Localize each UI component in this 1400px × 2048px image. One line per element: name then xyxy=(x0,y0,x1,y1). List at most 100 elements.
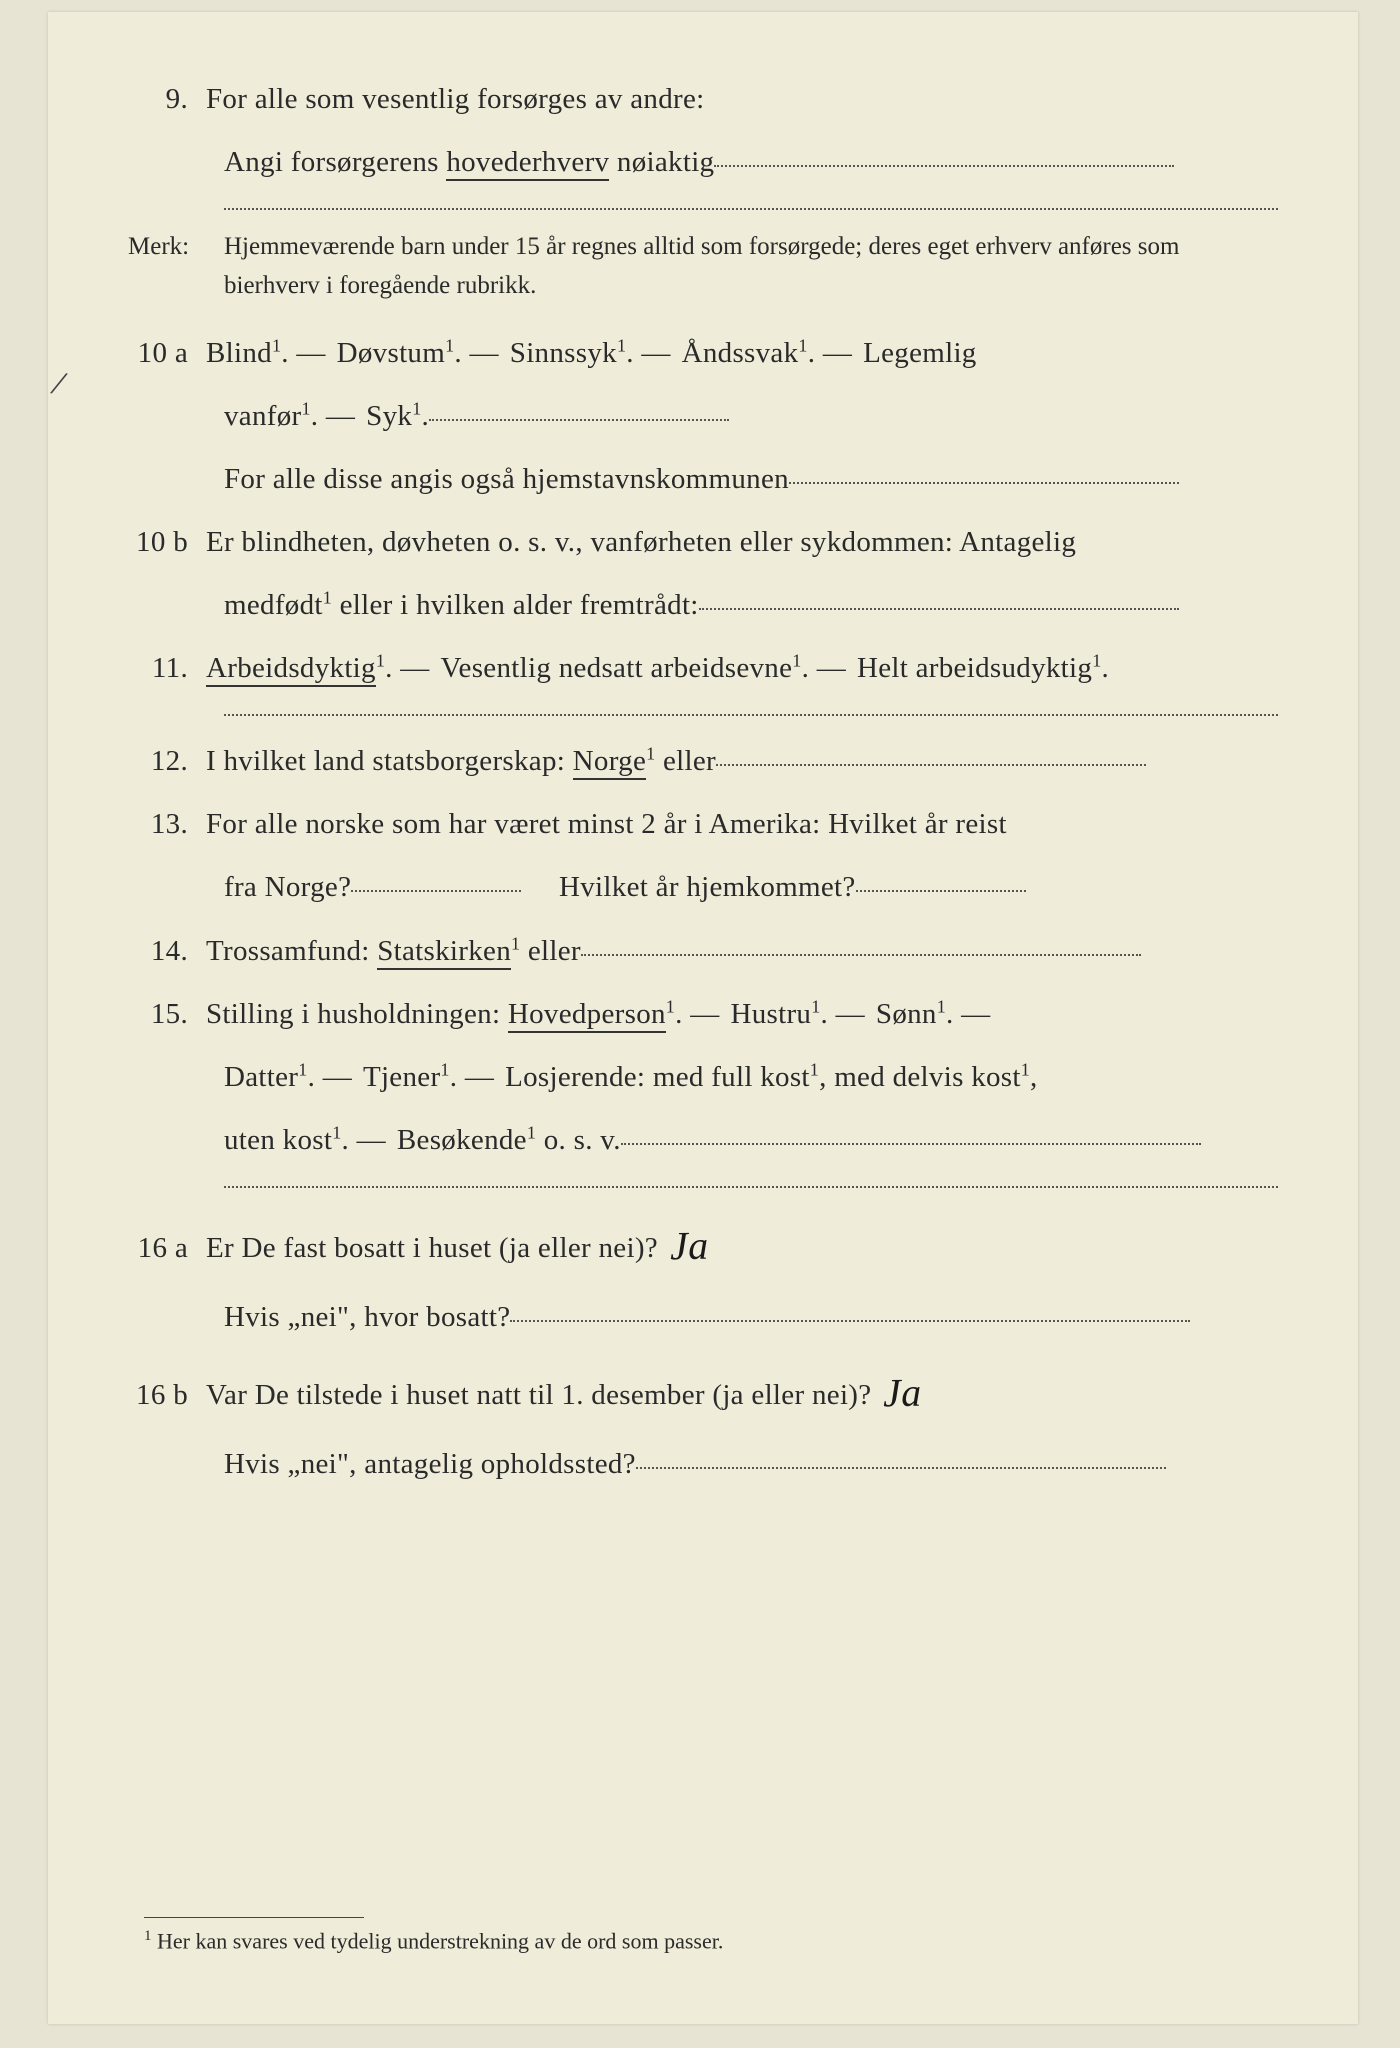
q13-line2: fra Norge? Hvilket år hjemkommet? xyxy=(224,860,1278,915)
sup: 1 xyxy=(798,335,807,355)
sup: 1 xyxy=(527,1122,536,1142)
q15-tail: o. s. v. xyxy=(536,1124,621,1156)
q10b-line1: Er blindheten, døvheten o. s. v., vanfør… xyxy=(206,515,1278,570)
q15-uten: uten kost xyxy=(224,1124,332,1156)
period: . xyxy=(342,1124,350,1156)
q13-line1: For alle norske som har været minst 2 år… xyxy=(206,797,1278,852)
q12-number: 12. xyxy=(128,734,206,789)
period: . xyxy=(946,998,954,1030)
question-13: 13. For alle norske som har været minst … xyxy=(128,797,1278,852)
sup: 1 xyxy=(1021,1059,1030,1079)
q12-c: eller xyxy=(655,745,716,777)
q12-norge: Norge xyxy=(573,745,646,780)
q10b-number: 10 b xyxy=(128,515,206,570)
q10b-medfodt: medfødt xyxy=(224,589,323,621)
q9-number: 9. xyxy=(128,72,206,127)
dash: — xyxy=(836,998,876,1030)
opt-legemlig: Legemlig xyxy=(863,337,977,369)
dash: — xyxy=(296,337,336,369)
blank-line xyxy=(636,1467,1166,1469)
sup: 1 xyxy=(376,651,385,671)
dash: — xyxy=(823,337,863,369)
blank-line xyxy=(429,419,729,421)
question-14: 14. Trossamfund: Statskirken1 eller xyxy=(128,924,1278,979)
blank-line xyxy=(856,890,1026,892)
period: . xyxy=(311,400,319,432)
dash: — xyxy=(470,337,510,369)
period: . xyxy=(308,1061,316,1093)
q16a-answer: Ja xyxy=(665,1208,713,1285)
period: . xyxy=(675,998,683,1030)
q15-hustru: Hustru xyxy=(730,998,811,1030)
footnote-text: Her kan svares ved tydelig understreknin… xyxy=(152,1928,724,1953)
q10b-rest: eller i hvilken alder fremtrådt: xyxy=(332,589,699,621)
document-page: / 9. For alle som vesentlig forsørges av… xyxy=(48,12,1358,2024)
q15-tjener: Tjener xyxy=(363,1061,440,1093)
q10a-number: 10 a xyxy=(128,326,206,381)
sup: 1 xyxy=(272,335,281,355)
sup: 1 xyxy=(617,335,626,355)
q9-text-c: nøiaktig xyxy=(609,146,714,178)
sup: 1 xyxy=(445,335,454,355)
q9-line1: For alle som vesentlig forsørges av andr… xyxy=(206,72,1278,127)
question-9: 9. For alle som vesentlig forsørges av a… xyxy=(128,72,1278,127)
dash: — xyxy=(323,1061,363,1093)
blank-line xyxy=(621,1143,1201,1145)
question-10a: 10 a Blind1. — Døvstum1. — Sinnssyk1. — … xyxy=(128,326,1278,381)
period: . xyxy=(821,998,829,1030)
sup: 1 xyxy=(323,587,332,607)
sup: 1 xyxy=(792,651,801,671)
dash: — xyxy=(465,1061,505,1093)
q15-sonn: Sønn xyxy=(876,998,937,1030)
comma: , xyxy=(1030,1061,1038,1093)
sup: 1 xyxy=(811,996,820,1016)
sup: 1 xyxy=(511,933,520,953)
q15-line1: Stilling i husholdningen: Hovedperson1. … xyxy=(206,987,1278,1042)
comma: , xyxy=(819,1061,834,1093)
footnote-rule xyxy=(144,1917,364,1918)
q9-text-a: Angi forsørgerens xyxy=(224,146,446,178)
blank-line xyxy=(789,482,1179,484)
period: . xyxy=(281,337,289,369)
q14-text: Trossamfund: Statskirken1 eller xyxy=(206,924,1278,979)
q15-hoved: Hovedperson xyxy=(508,998,666,1033)
merk-label: Merk: xyxy=(128,228,224,306)
dash: — xyxy=(641,337,681,369)
q15-losj: Losjerende: xyxy=(505,1061,653,1093)
rule xyxy=(224,714,1278,716)
q16b-number: 16 b xyxy=(128,1368,206,1423)
dash: — xyxy=(357,1124,397,1156)
q12-text: I hvilket land statsborgerskap: Norge1 e… xyxy=(206,734,1278,789)
question-12: 12. I hvilket land statsborgerskap: Norg… xyxy=(128,734,1278,789)
blank-line xyxy=(510,1320,1190,1322)
period: . xyxy=(385,652,393,684)
dash: — xyxy=(690,998,730,1030)
q15-delvis: med delvis kost xyxy=(834,1061,1021,1093)
q15-besok: Besøkende xyxy=(397,1124,527,1156)
q11-a: Arbeidsdyktig xyxy=(206,652,376,687)
q16a-number: 16 a xyxy=(128,1221,206,1276)
q11-b: Vesentlig nedsatt arbeidsevne xyxy=(441,652,793,684)
q10a-opts: Blind1. — Døvstum1. — Sinnssyk1. — Åndss… xyxy=(206,326,1278,381)
q16a-line1: Er De fast bosatt i huset (ja eller nei)… xyxy=(206,1206,1278,1282)
footnote: 1 Her kan svares ved tydelig understrekn… xyxy=(144,1917,1278,1954)
question-11: 11. Arbeidsdyktig1. — Vesentlig nedsatt … xyxy=(128,641,1278,696)
blank-line xyxy=(716,764,1146,766)
q10a-line3-text: For alle disse angis også hjemstavnskomm… xyxy=(224,463,789,495)
opt-dovstum: Døvstum xyxy=(337,337,445,369)
dash: — xyxy=(326,400,366,432)
period: . xyxy=(454,337,462,369)
opt-andssvak: Åndssvak xyxy=(682,337,799,369)
opt-sinnssyk: Sinnssyk xyxy=(510,337,617,369)
q15-line2: Datter1. — Tjener1. — Losjerende: med fu… xyxy=(224,1050,1278,1105)
period: . xyxy=(626,337,634,369)
blank-line xyxy=(581,954,1141,956)
dash: — xyxy=(400,652,440,684)
q15-datter: Datter xyxy=(224,1061,298,1093)
rule xyxy=(224,208,1278,210)
q10b-line2: medfødt1 eller i hvilken alder fremtrådt… xyxy=(224,578,1278,633)
q9-line2: Angi forsørgerens hovederhverv nøiaktig xyxy=(224,135,1278,190)
rule xyxy=(224,1186,1278,1188)
q11-number: 11. xyxy=(128,641,206,696)
q16b-answer: Ja xyxy=(878,1355,926,1432)
